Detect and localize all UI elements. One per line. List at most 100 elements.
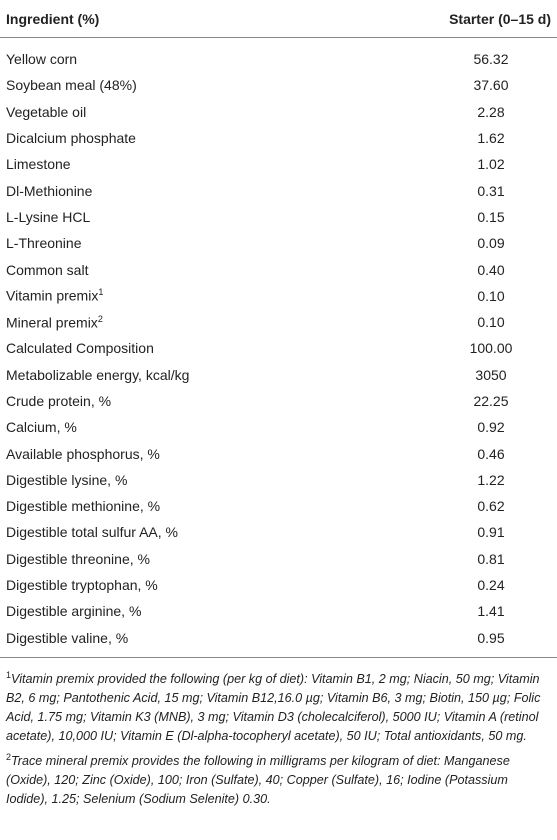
table-row: Digestible arginine, % 1.41 bbox=[0, 598, 557, 624]
ingredient-label: Digestible threonine, % bbox=[6, 550, 150, 567]
ingredient-cell: L-Lysine HCL bbox=[0, 204, 425, 230]
ingredient-cell: Digestible methionine, % bbox=[0, 493, 425, 519]
table-row: Metabolizable energy, kcal/kg 3050 bbox=[0, 362, 557, 388]
table-row: Vitamin premix1 0.10 bbox=[0, 283, 557, 309]
value-cell: 37.60 bbox=[473, 77, 509, 94]
table-row: Digestible total sulfur AA, % 0.91 bbox=[0, 519, 557, 545]
ingredient-cell: Calculated Composition bbox=[0, 335, 425, 361]
value-cell: 0.10 bbox=[477, 314, 505, 331]
ingredient-cell: Common salt bbox=[0, 256, 425, 282]
value-cell: 3050 bbox=[475, 366, 507, 383]
ingredient-label: Digestible methionine, % bbox=[6, 498, 161, 515]
ingredient-label: Soybean meal (48%) bbox=[6, 77, 137, 94]
value-cell: 0.40 bbox=[477, 261, 505, 278]
ingredient-label: Digestible valine, % bbox=[6, 629, 129, 646]
footnotes: 1Vitamin premix provided the following (… bbox=[0, 658, 557, 809]
value-cell: 0.62 bbox=[477, 498, 505, 515]
ingredient-label: Dl-Methionine bbox=[6, 182, 93, 199]
table-row: L-Lysine HCL 0.15 bbox=[0, 204, 557, 230]
ingredient-cell: Digestible lysine, % bbox=[0, 467, 425, 493]
ingredient-label: Calculated Composition bbox=[6, 340, 154, 357]
footnote-marker: 1 bbox=[6, 669, 12, 680]
table-row: Calculated Composition 100.00 bbox=[0, 335, 557, 361]
footnote: 1Vitamin premix provided the following (… bbox=[6, 666, 553, 746]
ingredient-label: Calcium, % bbox=[6, 419, 77, 436]
header-cell: Starter (0–15 d) bbox=[425, 0, 557, 38]
table-row: Vegetable oil 2.28 bbox=[0, 99, 557, 125]
value-cell: 2.28 bbox=[477, 103, 505, 120]
ingredient-label: Available phosphorus, % bbox=[6, 445, 160, 462]
ingredient-label: Yellow corn bbox=[6, 51, 78, 68]
value-cell: 0.91 bbox=[477, 524, 505, 541]
ingredient-cell: Dl-Methionine bbox=[0, 177, 425, 203]
table-row: Common salt 0.40 bbox=[0, 256, 557, 282]
value-cell: 56.32 bbox=[473, 51, 509, 68]
value-cell: 0.92 bbox=[477, 419, 505, 436]
ingredient-cell: Yellow corn bbox=[0, 38, 425, 73]
ingredient-cell: Soybean meal (48%) bbox=[0, 72, 425, 98]
ingredient-cell: Calcium, % bbox=[0, 414, 425, 440]
value-cell: 100.00 bbox=[469, 340, 513, 357]
ingredient-cell: Limestone bbox=[0, 151, 425, 177]
value-cell: 1.02 bbox=[477, 156, 505, 173]
footnote-marker: 2 bbox=[6, 752, 12, 763]
table-row: Digestible valine, % 0.95 bbox=[0, 624, 557, 658]
ingredient-cell: Digestible tryptophan, % bbox=[0, 572, 425, 598]
table-row: Limestone 1.02 bbox=[0, 151, 557, 177]
table-row: Crude protein, % 22.25 bbox=[0, 388, 557, 414]
value-cell: 0.95 bbox=[425, 624, 557, 658]
ingredient-label: Vitamin premix bbox=[6, 288, 99, 305]
table-row: Digestible threonine, % 0.81 bbox=[0, 546, 557, 572]
table-row: Dl-Methionine 0.31 bbox=[0, 177, 557, 203]
ingredient-cell: Mineral premix2 bbox=[0, 309, 425, 335]
ingredient-label: Mineral premix bbox=[6, 314, 98, 331]
table-row: Calcium, % 0.92 bbox=[0, 414, 557, 440]
footnote-marker: 2 bbox=[97, 313, 103, 324]
ingredient-table: Ingredient (%) Starter (0–15 d) Yellow c… bbox=[0, 0, 557, 658]
ingredient-cell: Dicalcium phosphate bbox=[0, 125, 425, 151]
value-cell: 0.46 bbox=[477, 445, 505, 462]
ingredient-label: Digestible lysine, % bbox=[6, 471, 128, 488]
ingredient-label: L-Lysine HCL bbox=[6, 208, 91, 225]
footnote: 2Trace mineral premix provides the follo… bbox=[6, 748, 553, 809]
value-cell: 0.24 bbox=[477, 577, 505, 594]
value-cell: 1.62 bbox=[477, 130, 505, 147]
ingredient-cell: Digestible total sulfur AA, % bbox=[0, 519, 425, 545]
ingredient-label: Vegetable oil bbox=[6, 103, 87, 120]
table-body: Yellow corn 56.32 Soybean meal (48%) 37.60 V… bbox=[0, 38, 557, 658]
ingredient-cell: Digestible threonine, % bbox=[0, 546, 425, 572]
ingredient-label: Digestible arginine, % bbox=[6, 603, 142, 620]
ingredient-label: Dicalcium phosphate bbox=[6, 130, 136, 147]
value-cell: 0.15 bbox=[477, 208, 505, 225]
header-cell: Ingredient (%) bbox=[0, 0, 425, 38]
footnote-text: Vitamin premix provided the following (p… bbox=[6, 672, 541, 744]
table-row: Digestible tryptophan, % 0.24 bbox=[0, 572, 557, 598]
value-cell: 0.31 bbox=[477, 182, 505, 199]
ingredient-cell: Available phosphorus, % bbox=[0, 440, 425, 466]
ingredient-cell: Digestible valine, % bbox=[0, 624, 425, 658]
footnote-text: Trace mineral premix provides the follow… bbox=[6, 754, 510, 807]
header-row: Ingredient (%) Starter (0–15 d) bbox=[0, 0, 557, 38]
ingredient-cell: L-Threonine bbox=[0, 230, 425, 256]
ingredient-cell: Metabolizable energy, kcal/kg bbox=[0, 362, 425, 388]
ingredient-cell: Vitamin premix1 bbox=[0, 283, 425, 309]
ingredient-label: Digestible tryptophan, % bbox=[6, 577, 158, 594]
value-cell: 22.25 bbox=[473, 393, 509, 409]
table-row: L-Threonine 0.09 bbox=[0, 230, 557, 256]
footnote-marker: 1 bbox=[98, 287, 104, 298]
table-row: Mineral premix2 0.10 bbox=[0, 309, 557, 335]
table-row: Dicalcium phosphate 1.62 bbox=[0, 125, 557, 151]
ingredient-cell: Vegetable oil bbox=[0, 99, 425, 125]
value-cell: 1.41 bbox=[477, 603, 505, 620]
ingredient-cell: Digestible arginine, % bbox=[0, 598, 425, 624]
table-row: Digestible methionine, % 0.62 bbox=[0, 493, 557, 519]
value-cell: 0.81 bbox=[477, 550, 505, 567]
table-row: Yellow corn 56.32 bbox=[0, 38, 557, 73]
ingredient-label: Common salt bbox=[6, 261, 89, 278]
value-cell: 1.22 bbox=[477, 471, 505, 488]
ingredient-label: Digestible total sulfur AA, % bbox=[6, 524, 178, 541]
table-row: Soybean meal (48%) 37.60 bbox=[0, 72, 557, 98]
value-cell: 0.10 bbox=[477, 287, 505, 304]
table-row: Available phosphorus, % 0.46 bbox=[0, 440, 557, 466]
